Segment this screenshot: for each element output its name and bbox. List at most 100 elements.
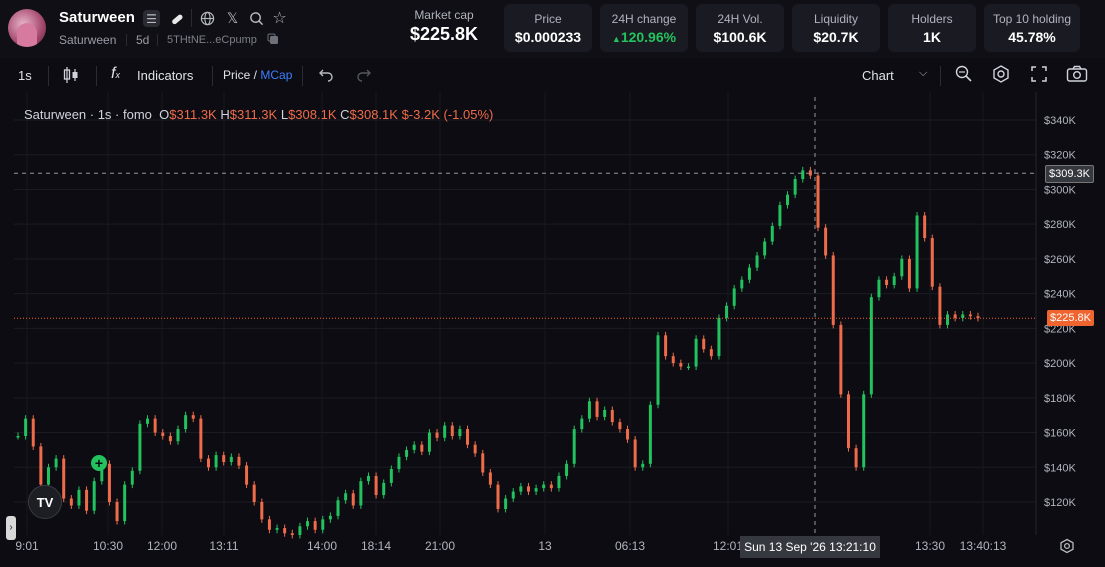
- candle-body: [245, 465, 249, 485]
- chart-type-selector[interactable]: Chart: [862, 68, 894, 83]
- x-tick-label: 12:00: [147, 539, 177, 553]
- undo-icon[interactable]: [318, 66, 334, 85]
- y-tick-label: $200K: [1044, 358, 1076, 370]
- y-tick-label: $320K: [1044, 150, 1076, 162]
- divider: [302, 66, 303, 86]
- y-tick-label: $300K: [1044, 184, 1076, 196]
- x-social-icon[interactable]: 𝕏: [226, 10, 239, 26]
- interval-selector[interactable]: 1s: [18, 68, 32, 83]
- divider: [191, 9, 192, 27]
- stat-label: Price: [534, 11, 562, 26]
- stat-price: Price $0.000233: [504, 4, 592, 52]
- candle-body: [397, 456, 401, 470]
- candle-body: [366, 475, 370, 482]
- candle-body: [961, 314, 965, 318]
- globe-icon[interactable]: [199, 10, 216, 27]
- candle-body: [214, 455, 218, 468]
- candle-body: [587, 401, 591, 419]
- candle-body: [420, 444, 424, 452]
- contract-address[interactable]: 5THtNE...eCpump: [167, 34, 257, 46]
- indicators-button[interactable]: Indicators: [137, 68, 194, 83]
- candle-body: [709, 349, 713, 357]
- candle-body: [184, 415, 188, 430]
- close-label: C: [340, 107, 350, 122]
- chart-legend: Saturween · 1s · fomo O$311.3K H$311.3K …: [24, 107, 493, 122]
- candle-body: [877, 279, 881, 298]
- chevron-down-icon[interactable]: ⌵: [919, 67, 928, 79]
- mcap-option[interactable]: MCap: [260, 68, 293, 82]
- candle-body: [938, 286, 942, 325]
- candle-body: [389, 469, 393, 483]
- search-icon[interactable]: [248, 10, 265, 27]
- candle-body: [481, 453, 485, 473]
- price-option[interactable]: Price: [223, 68, 251, 82]
- candle-body: [869, 297, 873, 395]
- add-marker-icon[interactable]: +: [91, 455, 107, 471]
- candle-body: [656, 335, 660, 405]
- candle-body: [816, 175, 820, 228]
- candle-body: [443, 425, 447, 438]
- candle-body: [260, 502, 264, 520]
- axis-settings-icon[interactable]: [1059, 538, 1075, 559]
- copy-icon[interactable]: [266, 32, 280, 46]
- divider: [157, 34, 158, 46]
- candle-body: [267, 519, 271, 530]
- zoom-icon[interactable]: [954, 64, 974, 87]
- token-ticker: Saturween: [59, 33, 117, 47]
- candle-body: [610, 409, 614, 423]
- candle-body: [199, 418, 203, 459]
- settings-icon[interactable]: [991, 64, 1011, 87]
- fullscreen-icon[interactable]: [1030, 65, 1048, 86]
- candle-body: [725, 305, 729, 318]
- candle-body: [222, 455, 226, 463]
- candle-body: [976, 316, 980, 318]
- collapse-panel-icon[interactable]: ›: [6, 516, 16, 540]
- camera-icon[interactable]: [1066, 65, 1088, 86]
- token-name: Saturween: [59, 9, 135, 26]
- candle-body: [534, 488, 538, 492]
- stat-value: 45.78%: [1008, 28, 1056, 45]
- candle-body: [923, 215, 927, 239]
- candlestick-icon[interactable]: [63, 66, 79, 87]
- current-price-label: $225.8K: [1047, 310, 1094, 327]
- high-value: $311.3K: [229, 107, 278, 122]
- stat-24h-volume: 24H Vol. $100.6K: [696, 4, 784, 52]
- candle-body: [770, 225, 774, 242]
- candle-body: [435, 432, 439, 438]
- candle-body: [648, 404, 652, 464]
- candle-body: [54, 458, 58, 468]
- candle-body: [786, 194, 790, 206]
- pill-icon[interactable]: [168, 10, 185, 27]
- candle-body: [31, 418, 35, 447]
- x-tick-label: 18:14: [361, 539, 391, 553]
- candle-body: [946, 314, 950, 325]
- redo-icon[interactable]: [356, 66, 372, 85]
- candle-body: [359, 481, 363, 506]
- fx-icon[interactable]: fx: [111, 65, 120, 82]
- candle-body: [511, 491, 515, 499]
- candle-body: [778, 205, 782, 226]
- candle-body: [24, 418, 28, 437]
- star-icon[interactable]: ☆: [272, 9, 287, 27]
- tradingview-logo[interactable]: TV: [28, 485, 62, 519]
- candle-body: [328, 515, 332, 520]
- list-icon[interactable]: ☰: [143, 10, 160, 27]
- candle-body: [107, 463, 111, 502]
- candle-body: [427, 432, 431, 452]
- candle-body: [968, 314, 972, 317]
- candle-body: [915, 215, 919, 289]
- candle-body: [85, 489, 89, 511]
- close-value: $308.1K: [349, 107, 398, 122]
- candle-body: [504, 498, 508, 509]
- candle-body: [466, 429, 470, 445]
- price-chart[interactable]: $340K $320K $300K $280K $260K $240K $220K $200K…: [0, 92, 1105, 567]
- price-mcap-toggle[interactable]: Price / MCap: [223, 68, 293, 82]
- candle-body: [907, 258, 911, 289]
- token-avatar[interactable]: [8, 9, 46, 47]
- candle-body: [237, 456, 241, 466]
- x-tick-label: 10:30: [93, 539, 123, 553]
- candle-body: [526, 486, 530, 492]
- candle-body: [206, 458, 210, 468]
- candle-body: [191, 415, 195, 419]
- x-tick-label: 9:01: [15, 539, 39, 553]
